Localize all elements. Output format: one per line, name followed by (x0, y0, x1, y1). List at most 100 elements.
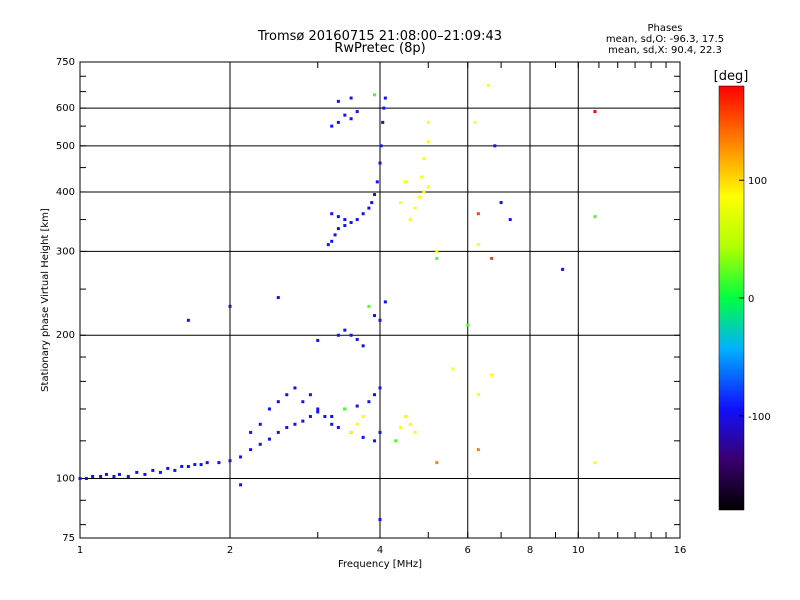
data-point (285, 425, 289, 429)
y-tick-label: 75 (62, 533, 75, 544)
data-point (399, 425, 403, 429)
data-point (476, 448, 480, 452)
data-point (205, 461, 209, 465)
data-point (413, 430, 417, 434)
data-point (228, 304, 232, 308)
data-point (276, 296, 280, 300)
data-point (333, 233, 337, 237)
y-tick-label: 100 (56, 474, 75, 485)
data-point (151, 468, 155, 472)
x-axis-ticks: 1 2 4 6 8 10 16 (77, 62, 686, 556)
data-point (373, 93, 377, 97)
data-point (593, 461, 597, 465)
y-axis-ticks: 75 100 200 300 400 500 600 750 (56, 57, 680, 544)
colorbar-ticks: 100 0 -100 (739, 176, 771, 423)
data-point (78, 477, 82, 481)
data-point (258, 442, 262, 446)
data-point (158, 470, 162, 474)
data-point (173, 468, 177, 472)
data-point (112, 474, 116, 478)
data-point (336, 120, 340, 124)
data-point (361, 212, 365, 216)
data-point (349, 333, 353, 337)
y-tick-label: 300 (56, 246, 75, 257)
data-point (336, 333, 340, 337)
colorbar-tick-label: 100 (748, 176, 767, 187)
x-axis-label: Frequency [MHz] (338, 559, 422, 570)
y-tick-label: 500 (56, 141, 75, 152)
data-points (78, 83, 597, 522)
data-point (349, 96, 353, 100)
y-tick-label: 400 (56, 187, 75, 198)
data-point (117, 472, 121, 476)
data-point (373, 193, 377, 197)
data-point (370, 201, 374, 205)
data-point (379, 144, 383, 148)
data-point (301, 419, 305, 423)
data-point (336, 99, 340, 103)
data-point (293, 422, 297, 426)
data-point (361, 344, 365, 348)
data-point (378, 386, 382, 390)
x-tick-label: 2 (227, 545, 233, 556)
data-point (593, 110, 597, 114)
data-point (186, 318, 190, 322)
data-point (355, 337, 359, 341)
data-point (426, 185, 430, 189)
data-point (422, 190, 426, 194)
phases-heading: Phases (647, 23, 682, 34)
data-point (476, 243, 480, 247)
data-point (490, 373, 494, 377)
y-tick-label: 200 (56, 330, 75, 341)
data-point (193, 463, 197, 467)
data-point (473, 120, 477, 124)
data-point (355, 404, 359, 408)
x-tick-label: 10 (572, 545, 585, 556)
data-point (349, 117, 353, 121)
data-point (373, 314, 377, 318)
data-point (381, 120, 385, 124)
y-tick-label: 750 (56, 57, 75, 68)
data-point (258, 422, 262, 426)
data-point (466, 323, 470, 327)
data-point (249, 430, 253, 434)
data-point (349, 430, 353, 434)
data-point (486, 83, 490, 87)
data-point (293, 386, 297, 390)
data-point (239, 483, 243, 487)
data-point (285, 393, 289, 397)
data-point (435, 249, 439, 253)
data-point (99, 474, 103, 478)
data-point (413, 206, 417, 210)
data-point (330, 422, 334, 426)
x-tick-label: 4 (377, 545, 383, 556)
data-point (166, 466, 170, 470)
data-point (91, 474, 95, 478)
data-point (330, 212, 334, 216)
data-point (276, 430, 280, 434)
data-point (316, 338, 320, 342)
data-point (383, 96, 387, 100)
data-point (180, 464, 184, 468)
data-point (336, 227, 340, 231)
data-point (499, 201, 503, 205)
grid (80, 62, 680, 538)
chart-title: Tromsø 20160715 21:08:00–21:09:43 (257, 29, 502, 44)
data-point (336, 425, 340, 429)
data-point (228, 459, 232, 463)
data-point (417, 195, 421, 199)
data-point (249, 448, 253, 452)
data-point (508, 218, 512, 222)
data-point (361, 435, 365, 439)
x-tick-label: 8 (527, 545, 533, 556)
data-point (408, 218, 412, 222)
data-point (316, 410, 320, 414)
y-axis-label: Stationary phase Virtual Height [km] (40, 208, 51, 392)
data-point (355, 422, 359, 426)
data-point (561, 267, 565, 271)
data-point (343, 113, 347, 117)
data-point (378, 318, 382, 322)
data-point (308, 393, 312, 397)
data-point (435, 256, 439, 260)
